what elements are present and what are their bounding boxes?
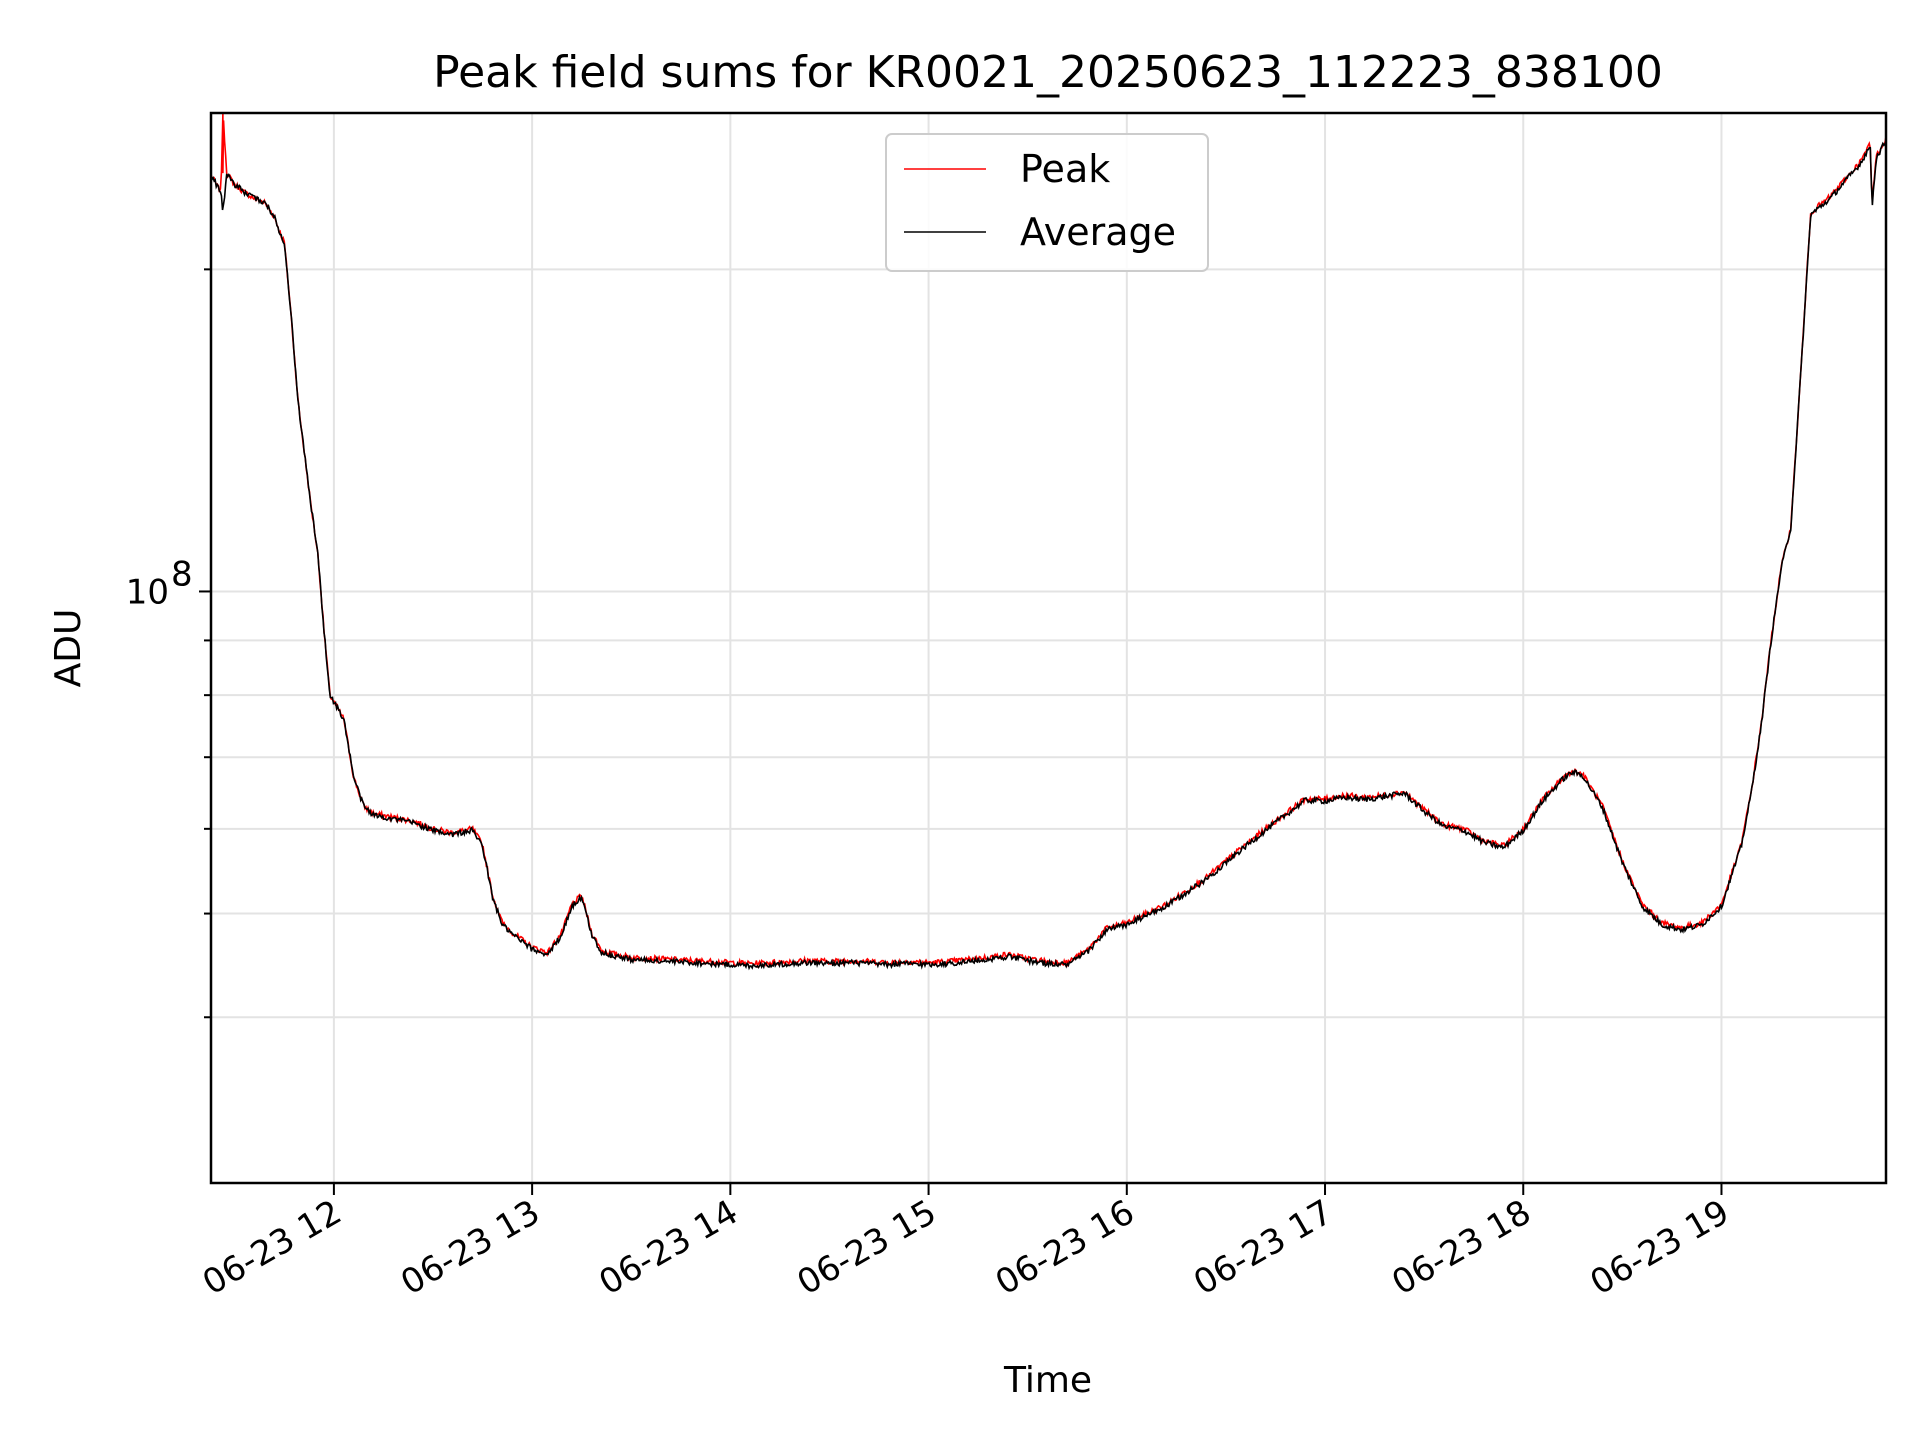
- x-axis-label: Time: [1003, 1360, 1092, 1401]
- y-tick-label-base: 10: [126, 572, 169, 612]
- y-axis-label: ADU: [48, 609, 89, 688]
- legend: Peak Average: [885, 133, 1209, 272]
- grid: [211, 113, 1886, 1183]
- legend-label-average: Average: [1020, 210, 1176, 254]
- chart-title: Peak field sums for KR0021_20250623_1122…: [433, 47, 1663, 98]
- plot-frame: [209, 111, 1888, 1185]
- legend-label-peak: Peak: [1020, 147, 1110, 191]
- series-group: [211, 112, 1886, 971]
- series-line-average: [211, 141, 1886, 971]
- y-tick-label-exponent: 8: [171, 554, 193, 594]
